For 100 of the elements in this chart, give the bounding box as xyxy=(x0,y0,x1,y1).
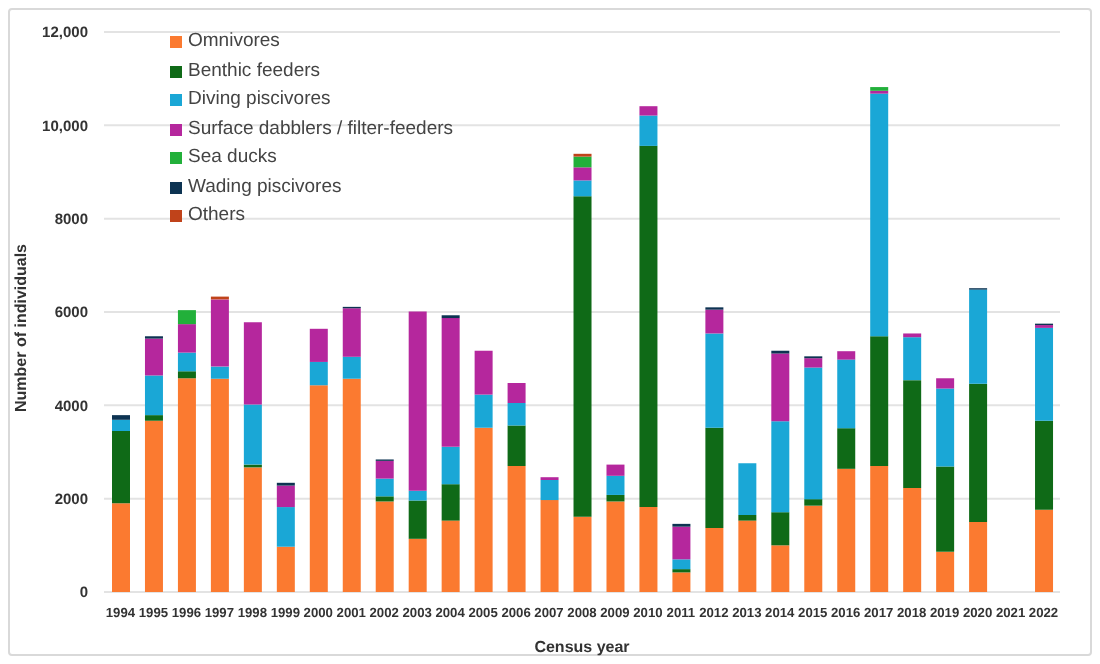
bar xyxy=(606,501,625,592)
bar xyxy=(375,460,394,479)
bar xyxy=(342,378,361,592)
bar xyxy=(870,466,889,592)
x-axis-title: Census year xyxy=(534,638,630,656)
bar xyxy=(375,496,394,502)
bar xyxy=(342,308,361,357)
bar xyxy=(705,309,724,334)
bar xyxy=(903,487,922,592)
bar xyxy=(408,490,427,501)
bar xyxy=(276,546,295,592)
bar xyxy=(672,572,691,592)
bar xyxy=(441,484,460,521)
bar xyxy=(1035,420,1054,510)
bar xyxy=(144,415,163,421)
legend-label: Diving piscivores xyxy=(188,86,331,114)
bar xyxy=(144,375,163,416)
bar xyxy=(639,115,658,146)
legend-label: Others xyxy=(188,202,246,230)
bar xyxy=(309,361,328,386)
bar xyxy=(243,467,262,592)
bar xyxy=(144,338,163,376)
bar xyxy=(837,468,856,592)
bar xyxy=(870,93,889,337)
bar xyxy=(474,394,493,428)
bar xyxy=(507,403,526,426)
bar xyxy=(936,551,955,592)
bar xyxy=(112,431,130,504)
bar xyxy=(870,336,889,466)
bar xyxy=(573,180,592,197)
bar xyxy=(177,310,196,325)
bar xyxy=(837,351,856,360)
bar xyxy=(771,353,790,422)
bar xyxy=(474,427,493,592)
bar xyxy=(738,463,757,515)
bar xyxy=(672,526,691,560)
bar xyxy=(606,494,625,502)
legend-label: Sea ducks xyxy=(188,144,277,172)
bar xyxy=(804,505,823,592)
bar xyxy=(112,419,130,431)
bar xyxy=(408,538,427,592)
legend-label: Wading piscivores xyxy=(188,173,342,201)
bar xyxy=(1035,327,1054,421)
bar xyxy=(969,383,988,522)
bar xyxy=(375,501,394,592)
bar xyxy=(771,421,790,513)
bar xyxy=(936,378,955,389)
legend-label: Benthic feeders xyxy=(188,57,321,85)
bar xyxy=(441,446,460,485)
bar xyxy=(804,358,823,368)
bar xyxy=(177,324,196,353)
bar xyxy=(243,322,262,405)
bar xyxy=(210,378,229,592)
bar xyxy=(243,404,262,465)
bar xyxy=(474,350,493,395)
bar xyxy=(573,516,592,592)
bar xyxy=(969,522,988,592)
bar xyxy=(804,367,823,500)
bar xyxy=(573,196,592,517)
bar xyxy=(606,464,625,476)
bar xyxy=(771,512,790,546)
legend-label: Surface dabblers / filter-feeders xyxy=(188,115,454,143)
bar xyxy=(210,366,229,379)
bar xyxy=(375,478,394,497)
bar xyxy=(672,559,691,570)
bar xyxy=(210,299,229,367)
bar xyxy=(177,378,196,592)
bar xyxy=(705,427,724,529)
bar xyxy=(738,520,757,592)
bar xyxy=(342,356,361,379)
bar xyxy=(936,388,955,467)
bar xyxy=(705,528,724,592)
bar xyxy=(408,311,427,491)
bar xyxy=(903,337,922,381)
bar xyxy=(507,466,526,592)
bar xyxy=(771,545,790,592)
bar xyxy=(639,106,658,116)
bar xyxy=(177,371,196,379)
bar xyxy=(177,352,196,372)
bar xyxy=(639,507,658,592)
bar xyxy=(309,385,328,592)
y-axis-title: Number of individuals xyxy=(11,242,30,412)
bar xyxy=(705,333,724,428)
bar xyxy=(441,318,460,447)
bar xyxy=(144,420,163,592)
bar xyxy=(507,382,526,403)
bar xyxy=(507,425,526,466)
bar xyxy=(1035,509,1054,592)
bar xyxy=(903,380,922,488)
bar xyxy=(309,328,328,362)
bar xyxy=(540,500,559,592)
bar xyxy=(408,500,427,539)
bar xyxy=(639,145,658,508)
bar xyxy=(606,475,625,495)
bar xyxy=(276,507,295,547)
bar xyxy=(112,503,130,592)
bar xyxy=(837,428,856,469)
bar xyxy=(969,289,988,384)
legend-label: Omnivores xyxy=(188,28,280,56)
bar xyxy=(573,156,592,168)
